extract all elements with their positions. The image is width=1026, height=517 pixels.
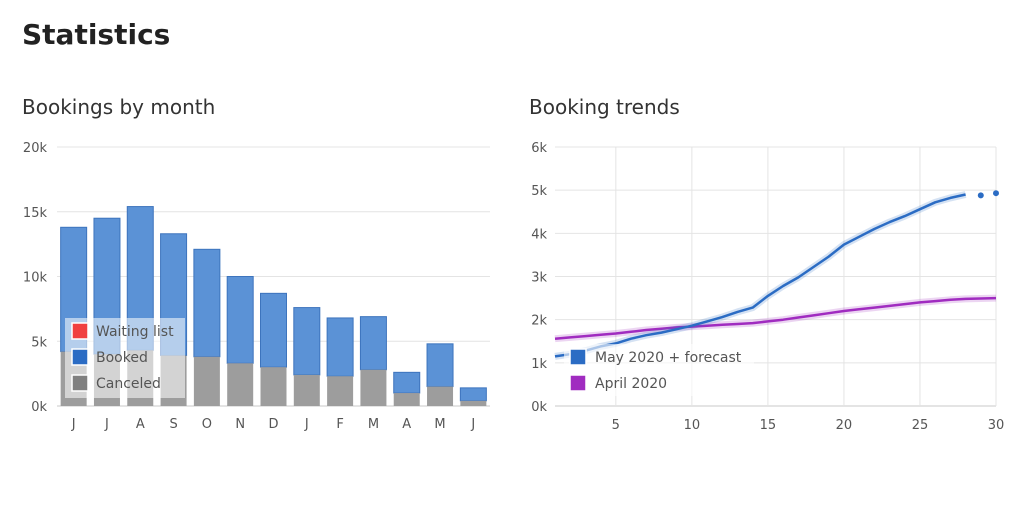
legend-label-booked: Booked bbox=[96, 350, 148, 366]
series-line-may-2020-forecast bbox=[554, 193, 966, 358]
x-tick-label: S bbox=[169, 417, 177, 432]
x-tick-label: 5 bbox=[612, 418, 620, 433]
x-tick-label: M bbox=[368, 417, 379, 432]
x-tick-label: F bbox=[336, 417, 343, 432]
x-tick-label: A bbox=[136, 417, 145, 432]
x-tick-label: J bbox=[71, 417, 76, 432]
y-tick-label: 20k bbox=[23, 141, 48, 156]
bar-booked bbox=[226, 276, 254, 364]
x-tick-label: 10 bbox=[684, 418, 701, 433]
y-tick-label: 15k bbox=[23, 206, 48, 221]
bar-booked bbox=[326, 317, 354, 377]
legend-label-waiting-list: Waiting list bbox=[96, 324, 174, 340]
y-tick-label: 0k bbox=[31, 400, 47, 415]
legend-swatch-booked bbox=[71, 348, 89, 366]
x-tick-label: N bbox=[235, 417, 245, 432]
x-tick-label: D bbox=[268, 417, 278, 432]
x-tick-label: 20 bbox=[836, 418, 853, 433]
bar-booked bbox=[426, 343, 454, 388]
legend-swatch-april-2020 bbox=[569, 374, 587, 392]
legend-swatch-waiting-list bbox=[71, 322, 89, 340]
legend-label-april-2020: April 2020 bbox=[595, 376, 667, 392]
x-tick-label: J bbox=[304, 417, 309, 432]
bar-booked bbox=[260, 292, 287, 368]
x-tick-label: J bbox=[104, 417, 109, 432]
bar-canceled bbox=[193, 356, 220, 406]
y-tick-label: 0k bbox=[531, 400, 547, 415]
bar-booked bbox=[293, 307, 321, 376]
bar-canceled bbox=[260, 367, 287, 406]
y-tick-label: 10k bbox=[23, 271, 48, 286]
bar-canceled bbox=[427, 386, 454, 406]
y-tick-label: 6k bbox=[531, 141, 547, 156]
bar-booked bbox=[459, 387, 487, 402]
x-tick-label: 25 bbox=[912, 418, 929, 433]
bookings-by-month-title: Bookings by month bbox=[22, 95, 216, 119]
forecast-point bbox=[977, 192, 984, 199]
booking-trends-title: Booking trends bbox=[529, 95, 680, 119]
page-title: Statistics bbox=[22, 18, 171, 51]
y-tick-label: 3k bbox=[531, 271, 547, 286]
y-tick-label: 5k bbox=[31, 335, 47, 350]
bar-canceled bbox=[327, 376, 354, 406]
x-tick-label: M bbox=[434, 417, 445, 432]
y-tick-label: 4k bbox=[531, 227, 547, 242]
bar-booked bbox=[393, 371, 421, 394]
bar-canceled bbox=[460, 400, 487, 406]
bar-canceled bbox=[227, 363, 254, 406]
bar-booked bbox=[359, 316, 387, 371]
y-tick-label: 1k bbox=[531, 357, 547, 372]
legend-label-canceled: Canceled bbox=[96, 376, 161, 392]
x-tick-label: A bbox=[402, 417, 411, 432]
x-tick-label: O bbox=[202, 417, 212, 432]
bar-canceled bbox=[393, 393, 420, 406]
legend-swatch-canceled bbox=[71, 374, 89, 392]
bookings-by-month-chart: 0k 5k 10k 15k 20k J J A S O N D J F M A M J Waiting list Bo… bbox=[23, 141, 490, 432]
x-tick-label: 30 bbox=[988, 418, 1005, 433]
forecast-point bbox=[993, 190, 999, 197]
y-tick-label: 5k bbox=[531, 184, 547, 199]
legend-background bbox=[564, 344, 754, 396]
y-tick-label: 2k bbox=[531, 314, 547, 329]
x-tick-label: 15 bbox=[760, 418, 777, 433]
legend-swatch-may-2020-forecast bbox=[569, 348, 587, 366]
bar-booked bbox=[193, 248, 221, 358]
series-line-april-2020 bbox=[554, 296, 997, 340]
booking-trends-chart: 0k 1k 2k 3k 4k 5k 6k 5 10 15 20 25 30 May 2020 + fore… bbox=[531, 141, 1004, 433]
bar-canceled bbox=[360, 369, 387, 406]
bar-canceled bbox=[293, 374, 320, 406]
x-tick-label: J bbox=[470, 417, 475, 432]
legend-label-may-2020-forecast: May 2020 + forecast bbox=[595, 350, 742, 366]
